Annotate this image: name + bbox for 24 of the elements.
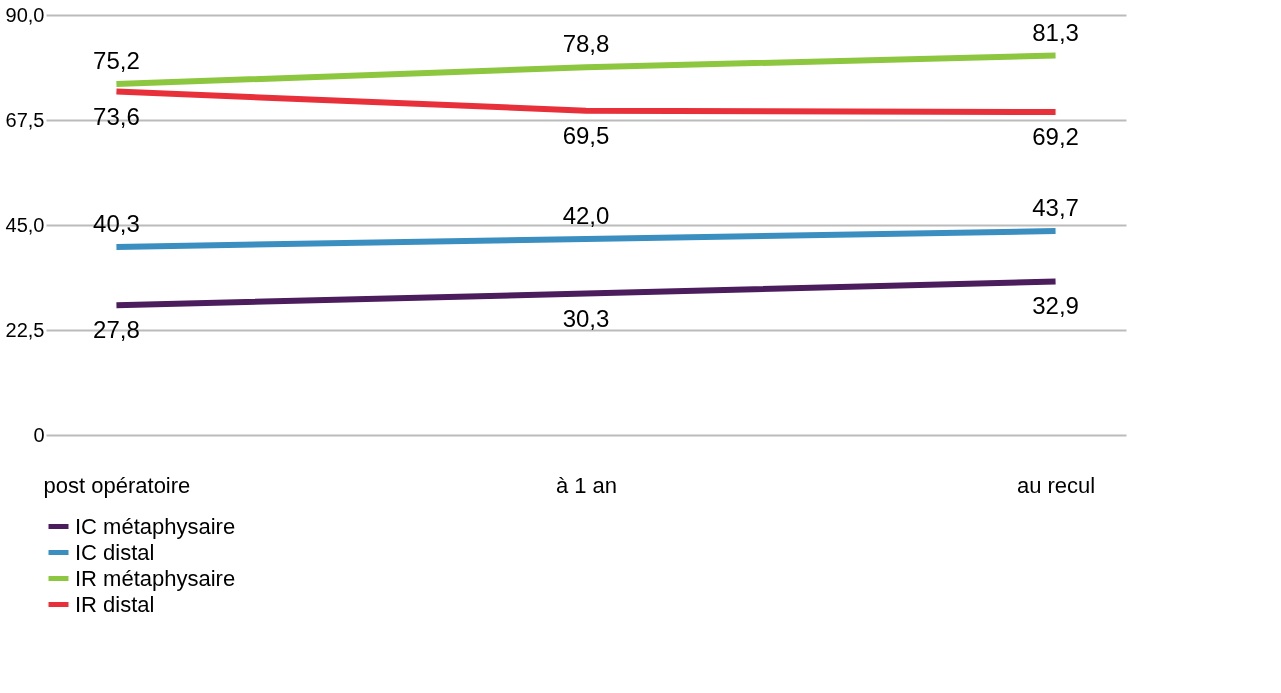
data-label: 40,3 bbox=[93, 209, 140, 237]
y-tick-label: 0 bbox=[33, 423, 45, 446]
data-label: 69,5 bbox=[562, 121, 610, 149]
legend-label: IR métaphysaire bbox=[75, 565, 236, 591]
y-tick-label: 90,0 bbox=[5, 3, 45, 26]
legend-label: IR distal bbox=[75, 591, 155, 617]
data-label: 43,7 bbox=[1032, 194, 1079, 222]
data-label: 42,0 bbox=[562, 202, 610, 229]
x-tick-label: au recul bbox=[1016, 472, 1096, 498]
x-tick-label: post opératoire bbox=[43, 472, 191, 498]
data-label: 75,2 bbox=[93, 47, 140, 75]
x-tick-label: à 1 an bbox=[555, 472, 618, 498]
legend-label: IC métaphysaire bbox=[75, 513, 236, 539]
legend-label: IC distal bbox=[75, 539, 155, 565]
data-label: 32,9 bbox=[1032, 292, 1079, 320]
data-label: 78,8 bbox=[562, 30, 610, 58]
y-tick-label: 22,5 bbox=[5, 318, 45, 341]
data-label: 81,3 bbox=[1032, 18, 1079, 46]
data-label: 69,2 bbox=[1032, 123, 1079, 151]
data-label: 73,6 bbox=[93, 102, 140, 130]
data-label: 30,3 bbox=[562, 304, 610, 332]
y-tick-label: 45,0 bbox=[5, 213, 45, 236]
y-tick-label: 67,5 bbox=[5, 108, 45, 131]
data-label: 27,8 bbox=[93, 316, 140, 344]
